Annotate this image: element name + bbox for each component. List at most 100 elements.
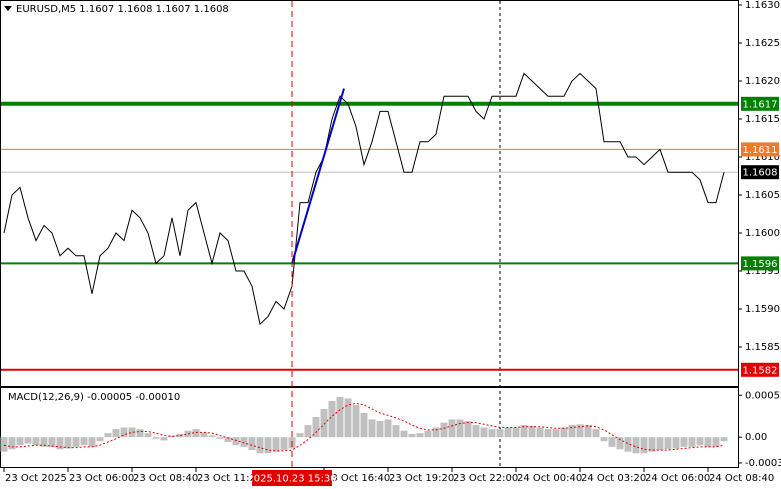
macd-bar bbox=[256, 437, 264, 454]
y-tick-label: 0.00 bbox=[745, 432, 767, 443]
macd-bar bbox=[488, 429, 496, 438]
macd-bar bbox=[280, 437, 288, 451]
macd-bar bbox=[520, 425, 528, 438]
chart-title: EURUSD,M5 1.1607 1.1608 1.1607 1.1608 bbox=[16, 4, 229, 15]
macd-bar bbox=[240, 437, 248, 447]
macd-bar bbox=[568, 425, 576, 438]
macd-bar bbox=[32, 437, 40, 446]
cursor-label: 2025.10.23 15:30 bbox=[247, 474, 336, 485]
macd-bar bbox=[16, 437, 24, 446]
macd-bar bbox=[392, 425, 400, 438]
macd-bar bbox=[632, 437, 640, 454]
level-label: 1.1611 bbox=[743, 145, 778, 156]
macd-bar bbox=[528, 425, 536, 438]
macd-bar bbox=[128, 427, 136, 438]
level-label: 1.1596 bbox=[743, 259, 778, 270]
macd-bar bbox=[552, 429, 560, 438]
macd-bar bbox=[104, 433, 112, 438]
macd-bar bbox=[400, 430, 408, 438]
macd-bar bbox=[672, 437, 680, 449]
macd-bar bbox=[544, 429, 552, 438]
x-tick-label: 24 Oct 00:40 bbox=[517, 473, 582, 484]
level-box bbox=[741, 142, 779, 157]
macd-bar bbox=[328, 400, 336, 438]
x-tick-label: 23 Oct 19:20 bbox=[389, 473, 454, 484]
price-pane-frame bbox=[0, 0, 739, 387]
level-box bbox=[741, 96, 779, 111]
macd-bar bbox=[176, 433, 184, 438]
macd-bar bbox=[704, 437, 712, 447]
macd-bar bbox=[136, 429, 144, 438]
y-tick-label: 0.00052 bbox=[745, 390, 781, 401]
macd-bar bbox=[408, 433, 416, 438]
y-tick-label: 1.1585 bbox=[745, 342, 780, 353]
macd-bar bbox=[232, 437, 240, 446]
x-tick-label: 23 Oct 06:00 bbox=[69, 473, 134, 484]
y-tick-label: 1.1610 bbox=[745, 152, 780, 163]
macd-bar bbox=[720, 437, 728, 442]
macd-bar bbox=[480, 427, 488, 438]
macd-bar bbox=[120, 427, 128, 438]
macd-bar bbox=[160, 437, 168, 441]
macd-bar bbox=[144, 433, 152, 438]
macd-bar bbox=[320, 408, 328, 438]
macd-bar bbox=[584, 425, 592, 438]
macd-bar bbox=[472, 425, 480, 438]
x-tick-label: 23 Oct 2025 bbox=[5, 473, 67, 484]
macd-bar bbox=[592, 429, 600, 438]
level-box bbox=[741, 256, 779, 271]
macd-bar bbox=[656, 437, 664, 451]
x-tick-label: 23 Oct 16:40 bbox=[325, 473, 390, 484]
macd-bar bbox=[496, 429, 504, 438]
macd-bar bbox=[312, 417, 320, 438]
macd-bar bbox=[112, 429, 120, 438]
macd-bar bbox=[688, 437, 696, 447]
macd-bar bbox=[304, 425, 312, 438]
macd-bar bbox=[664, 437, 672, 450]
macd-bar bbox=[424, 430, 432, 438]
x-tick-label: 23 Oct 11:20 bbox=[197, 473, 262, 484]
x-tick-label: 24 Oct 03:20 bbox=[581, 473, 646, 484]
macd-bar bbox=[224, 437, 232, 443]
macd-bar bbox=[376, 421, 384, 438]
macd-bar bbox=[600, 437, 608, 442]
macd-bar bbox=[152, 437, 160, 439]
x-tick-label: 24 Oct 06:00 bbox=[645, 473, 710, 484]
x-tick-label: 24 Oct 08:40 bbox=[709, 473, 774, 484]
macd-bar bbox=[24, 437, 32, 444]
macd-bar bbox=[264, 437, 272, 454]
macd-bar bbox=[0, 437, 8, 452]
macd-bar bbox=[416, 433, 424, 438]
macd-bar bbox=[96, 437, 104, 442]
macd-bar bbox=[536, 427, 544, 438]
y-tick-label: 1.1620 bbox=[745, 76, 780, 87]
macd-bar bbox=[184, 430, 192, 438]
price-line bbox=[3, 72, 725, 326]
macd-bar bbox=[640, 437, 648, 454]
cursor-box bbox=[252, 470, 332, 486]
macd-bar bbox=[272, 437, 280, 452]
macd-bar bbox=[616, 437, 624, 450]
macd-bar bbox=[576, 424, 584, 438]
macd-bar bbox=[248, 437, 256, 451]
level-label: 1.1608 bbox=[743, 168, 778, 179]
y-tick-label: 1.1590 bbox=[745, 304, 780, 315]
macd-bar bbox=[648, 437, 656, 452]
macd-bar bbox=[200, 432, 208, 438]
macd-bar bbox=[208, 435, 216, 438]
macd-bar bbox=[56, 437, 64, 450]
macd-bar bbox=[440, 422, 448, 438]
macd-bar bbox=[344, 398, 352, 438]
macd-bar bbox=[8, 437, 16, 450]
macd-bar bbox=[624, 437, 632, 452]
y-tick-label: 1.1600 bbox=[745, 228, 780, 239]
menu-arrow[interactable] bbox=[4, 6, 12, 11]
macd-bar bbox=[608, 437, 616, 447]
x-tick-label: 23 Oct 22:00 bbox=[453, 473, 518, 484]
macd-bar bbox=[336, 396, 344, 438]
macd-bar bbox=[504, 427, 512, 438]
macd-bar bbox=[712, 437, 720, 447]
